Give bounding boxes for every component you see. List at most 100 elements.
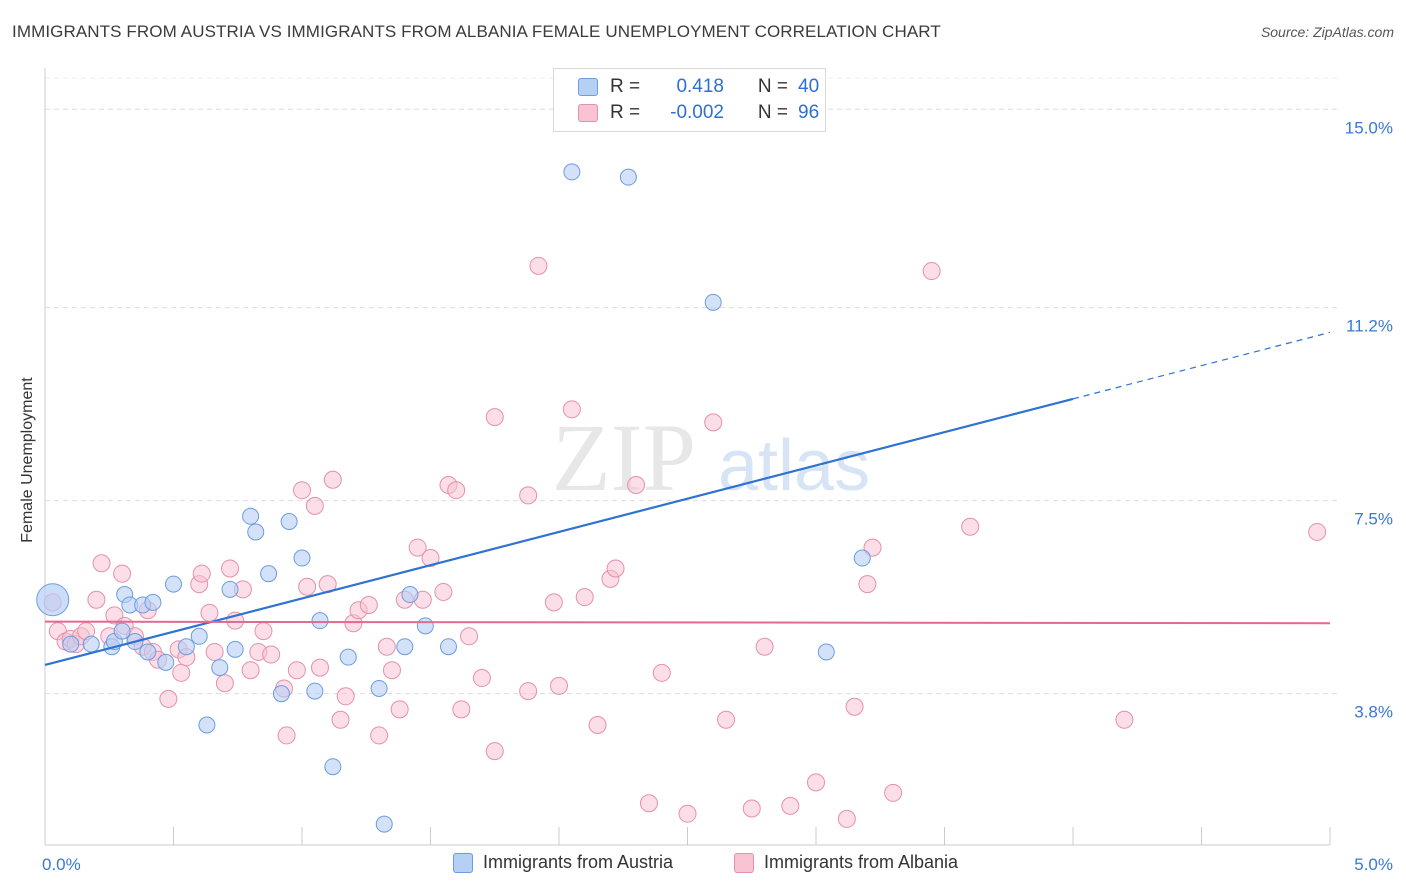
albania-point xyxy=(639,794,658,813)
correlation-legend: R = 0.418 N = 40 R = -0.002 N = 96 xyxy=(553,68,826,132)
y-tick-label: 3.8% xyxy=(1354,703,1393,722)
albania-point xyxy=(305,496,324,515)
y-tick-labels: 3.8% 7.5% 11.2% 15.0% xyxy=(1345,118,1393,721)
legend-row-austria: R = 0.418 N = 40 xyxy=(578,74,819,100)
r-label: R = xyxy=(610,76,641,97)
legend-item-austria[interactable]: Immigrants from Austria xyxy=(453,852,673,873)
austria-swatch xyxy=(578,78,598,96)
albania-point xyxy=(277,726,296,745)
albania-point xyxy=(562,400,581,419)
y-tick-label: 11.2% xyxy=(1346,317,1393,336)
albania-point xyxy=(717,710,736,729)
austria-point xyxy=(139,643,157,661)
austria-point xyxy=(339,648,357,666)
albania-point xyxy=(87,590,106,609)
austria-trend-extension xyxy=(1072,331,1331,400)
austria-point xyxy=(113,622,131,640)
austria-point xyxy=(280,513,298,531)
austria-point xyxy=(396,638,414,656)
x-tick-label-start: 0.0% xyxy=(42,855,81,874)
albania-point xyxy=(884,783,903,802)
austria-point xyxy=(157,653,175,671)
grid-lines xyxy=(45,77,1340,695)
trend-lines xyxy=(44,331,1331,667)
austria-point xyxy=(324,758,342,776)
albania-point xyxy=(377,637,396,656)
albania-point xyxy=(262,645,281,664)
albania-point xyxy=(485,408,504,427)
austria-point xyxy=(260,565,278,583)
albania-point xyxy=(331,710,350,729)
albania-point xyxy=(192,564,211,583)
albania-point xyxy=(781,796,800,815)
albania-point xyxy=(336,687,355,706)
albania-point xyxy=(408,538,427,557)
albania-point xyxy=(113,564,132,583)
albania-point xyxy=(382,661,401,680)
austria-point xyxy=(439,638,457,656)
albania-point xyxy=(755,637,774,656)
albania-point xyxy=(704,413,723,432)
austria-point xyxy=(293,549,311,567)
albania-point xyxy=(293,481,311,500)
austria-point xyxy=(62,635,80,653)
chart-title: IMMIGRANTS FROM AUSTRIA VS IMMIGRANTS FR… xyxy=(12,22,941,41)
y-tick-label: 7.5% xyxy=(1354,510,1393,529)
albania-point xyxy=(172,663,191,682)
albania-point xyxy=(544,593,563,612)
albania-point xyxy=(359,595,378,614)
albania-point xyxy=(254,622,273,641)
n-label: N = xyxy=(757,76,788,97)
albania-point xyxy=(627,475,646,494)
albania-swatch xyxy=(578,104,598,122)
albania-point xyxy=(323,470,342,489)
albania-point xyxy=(434,582,453,601)
n-value: 96 xyxy=(798,102,820,123)
austria-legend-swatch xyxy=(453,852,473,873)
austria-point xyxy=(190,627,208,645)
x-tick-labels: 0.0% 5.0% xyxy=(42,855,1393,874)
albania-point xyxy=(845,697,864,716)
albania-point xyxy=(1115,710,1134,729)
austria-point xyxy=(221,580,239,598)
austria-point xyxy=(704,293,722,311)
austria-point xyxy=(226,640,244,658)
albania-point xyxy=(200,603,219,622)
albania-point xyxy=(575,588,594,607)
austria-point xyxy=(853,549,871,567)
albania-point xyxy=(863,538,882,557)
legend-row-albania: R = -0.002 N = 96 xyxy=(578,100,819,126)
albania-point xyxy=(447,481,466,500)
albania-point xyxy=(460,627,479,646)
austria-point xyxy=(198,716,216,734)
watermark-zip: ZIP xyxy=(552,404,696,511)
watermark: ZIP atlas xyxy=(552,404,870,511)
y-tick-label: 15.0% xyxy=(1345,118,1393,137)
austria-point xyxy=(247,523,265,541)
austria-point xyxy=(416,617,434,635)
albania-point xyxy=(922,262,941,281)
n-label: N = xyxy=(757,102,788,123)
albania-point xyxy=(529,256,548,275)
albania-points xyxy=(43,256,1327,828)
austria-point xyxy=(165,575,182,593)
n-value: 40 xyxy=(798,76,820,97)
austria-point xyxy=(272,685,290,703)
albania-point xyxy=(606,559,625,578)
albania-point xyxy=(421,549,440,568)
austria-point xyxy=(177,638,195,656)
austria-point xyxy=(306,682,324,700)
austria-point xyxy=(242,507,260,525)
source-label: Source: ZipAtlas.com xyxy=(1260,24,1394,40)
albania-point xyxy=(961,517,980,536)
legend-item-albania[interactable]: Immigrants from Albania xyxy=(734,852,958,873)
austria-point xyxy=(211,659,229,677)
albania-point xyxy=(215,674,234,693)
albania-legend-label: Immigrants from Albania xyxy=(764,852,959,872)
albania-point xyxy=(241,661,260,680)
r-value: 0.418 xyxy=(676,76,724,97)
austria-legend-label: Immigrants from Austria xyxy=(483,852,674,872)
austria-point xyxy=(36,583,70,617)
albania-point xyxy=(390,700,409,719)
